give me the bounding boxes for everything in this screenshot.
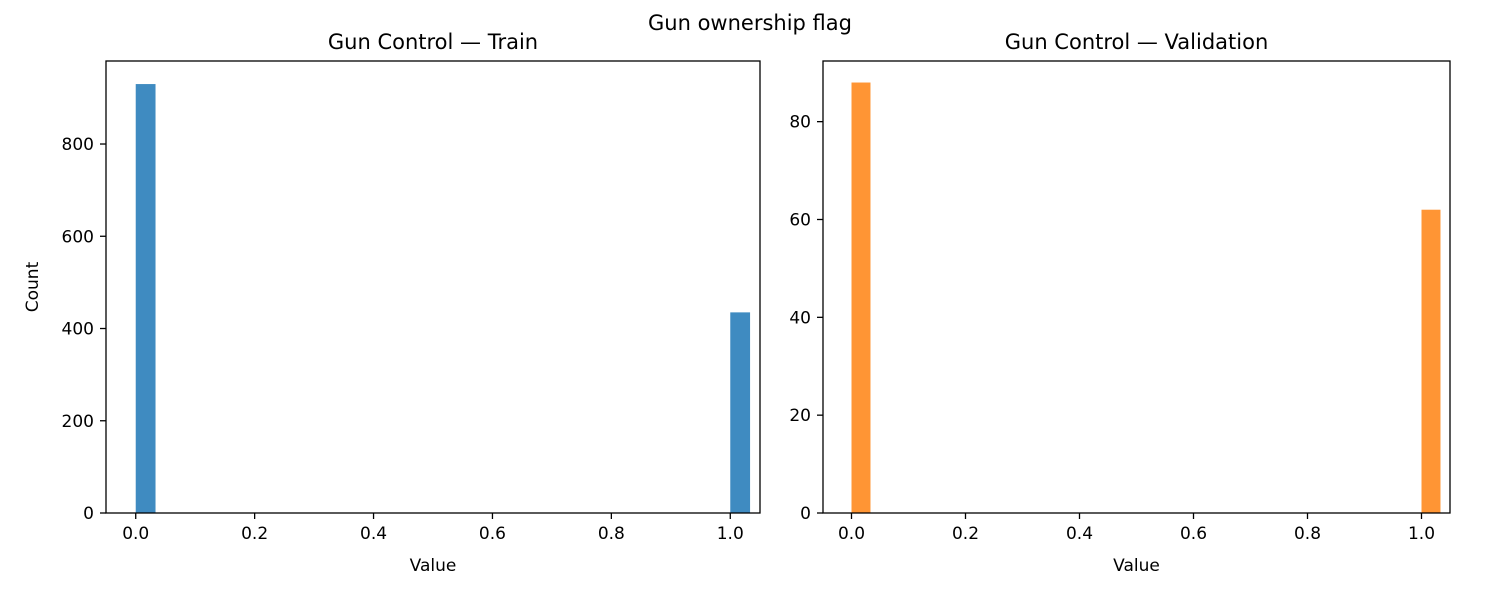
y-tick-label-1-2: 40 (789, 308, 811, 328)
chart-panel-1: 0.0 0.2 0.4 0.6 0.8 1.0 0 20 40 60 80 Gun Control —… (789, 30, 1451, 576)
y-tick-label-1-3: 60 (789, 210, 811, 230)
y-tick-label-0-4: 800 (62, 135, 94, 155)
x-axis-label-0: Value (410, 556, 457, 576)
y-tick-label-0-0: 0 (83, 504, 94, 524)
y-tick-label-1-0: 0 (800, 504, 811, 524)
figure-suptitle: Gun ownership flag (648, 11, 852, 35)
y-tick-label-0-3: 600 (62, 227, 94, 247)
x-tick-label-1-1: 0.2 (952, 524, 979, 544)
chart-panel-0: 0.0 0.2 0.4 0.6 0.8 1.0 0 200 400 600 800 Gun Contr… (23, 30, 761, 576)
y-tick-label-0-1: 200 (62, 412, 94, 432)
x-tick-label-0-2: 0.4 (360, 524, 387, 544)
x-tick-label-1-5: 1.0 (1408, 524, 1435, 544)
x-tick-label-1-4: 0.8 (1294, 524, 1321, 544)
x-tick-label-0-4: 0.8 (598, 524, 625, 544)
axes-frame-0 (105, 60, 761, 514)
y-tick-label-0-2: 400 (62, 320, 94, 340)
y-axis-label-0: Count (23, 261, 43, 312)
bar-1-1 (1421, 209, 1441, 513)
chart-title-0: Gun Control — Train (328, 30, 538, 54)
x-tick-label-1-0: 0.0 (838, 524, 865, 544)
bar-0-0 (135, 84, 156, 514)
y-tick-label-1-1: 20 (789, 406, 811, 426)
bar-0-1 (730, 312, 751, 513)
x-tick-label-0-0: 0.0 (122, 524, 149, 544)
axes-frame-1 (822, 60, 1451, 514)
x-tick-label-0-5: 1.0 (717, 524, 744, 544)
x-axis-label-1: Value (1113, 556, 1160, 576)
x-tick-label-0-3: 0.6 (479, 524, 506, 544)
x-tick-label-1-2: 0.4 (1066, 524, 1093, 544)
chart-title-1: Gun Control — Validation (1005, 30, 1269, 54)
x-tick-label-0-1: 0.2 (241, 524, 268, 544)
x-tick-label-1-3: 0.6 (1180, 524, 1207, 544)
bar-1-0 (851, 82, 871, 514)
y-tick-label-1-4: 80 (789, 113, 811, 133)
